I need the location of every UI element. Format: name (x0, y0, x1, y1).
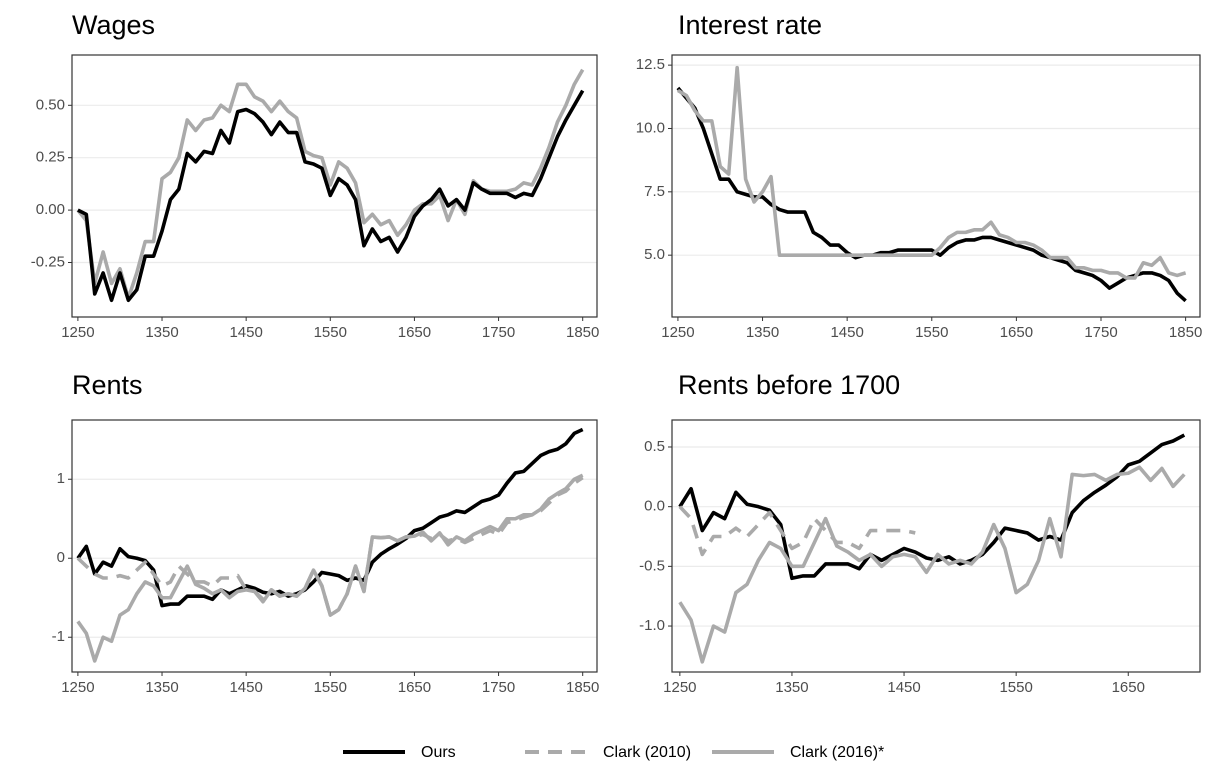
x-tick-label: 1850 (566, 324, 599, 341)
y-tick-label: 0.5 (644, 438, 665, 455)
x-tick-label: 1750 (1084, 324, 1117, 341)
y-tick-label: 10.0 (636, 119, 665, 136)
x-tick-label: 1750 (482, 324, 515, 341)
y-tick-label: 0.00 (36, 201, 65, 218)
x-tick-label: 1750 (482, 679, 515, 696)
series-line (676, 86, 1187, 303)
plot-border (671, 419, 1201, 673)
x-tick-label: 1250 (661, 324, 694, 341)
x-tick-label: 1450 (229, 679, 262, 696)
x-tick-label: 1250 (61, 679, 94, 696)
series-line (77, 89, 585, 303)
series-line (678, 433, 1186, 581)
chart-title: Rents before 1700 (678, 370, 900, 400)
chart-title: Rents (72, 370, 143, 400)
y-tick-label: 7.5 (644, 183, 665, 200)
x-tick-label: 1850 (566, 679, 599, 696)
series-line (678, 505, 916, 557)
legend-label: Clark (2016)* (790, 744, 884, 761)
series-line (678, 465, 1186, 664)
x-tick-label: 1650 (1112, 679, 1145, 696)
y-tick-label: 12.5 (636, 56, 665, 73)
x-tick-label: 1450 (887, 679, 920, 696)
plot-border (71, 54, 598, 318)
x-tick-label: 1450 (830, 324, 863, 341)
x-tick-label: 1350 (775, 679, 808, 696)
chart-title: Wages (72, 10, 155, 40)
x-tick-label: 1550 (314, 679, 347, 696)
y-tick-label: 1 (57, 470, 65, 487)
series-line (76, 68, 585, 300)
y-tick-label: -1 (52, 628, 65, 645)
y-tick-label: 0.25 (36, 149, 65, 166)
x-tick-label: 1850 (1169, 324, 1202, 341)
legend-label: Ours (421, 744, 456, 761)
y-tick-label: 5.0 (644, 246, 665, 263)
legend-label: Clark (2010) (603, 744, 691, 761)
x-tick-label: 1250 (61, 324, 94, 341)
series-line (76, 427, 584, 608)
series-line (76, 476, 584, 617)
x-tick-label: 1650 (398, 679, 431, 696)
x-tick-label: 1550 (314, 324, 347, 341)
y-tick-label: -0.25 (31, 253, 65, 270)
plot-border (71, 419, 598, 673)
y-tick-label: -1.0 (639, 617, 665, 634)
x-tick-label: 1350 (746, 324, 779, 341)
x-tick-label: 1550 (999, 679, 1032, 696)
y-tick-label: 0 (57, 549, 65, 566)
x-tick-label: 1650 (398, 324, 431, 341)
series-line (676, 65, 1187, 280)
chart-title: Interest rate (678, 10, 822, 40)
y-tick-label: -0.5 (639, 557, 665, 574)
x-tick-label: 1550 (915, 324, 948, 341)
x-tick-label: 1350 (145, 324, 178, 341)
x-tick-label: 1250 (663, 679, 696, 696)
y-tick-label: 0.50 (36, 96, 65, 113)
plot-border (671, 54, 1201, 318)
y-tick-label: 0.0 (644, 498, 665, 515)
x-tick-label: 1650 (1000, 324, 1033, 341)
series-line (76, 473, 584, 663)
x-tick-label: 1350 (145, 679, 178, 696)
x-tick-label: 1450 (229, 324, 262, 341)
